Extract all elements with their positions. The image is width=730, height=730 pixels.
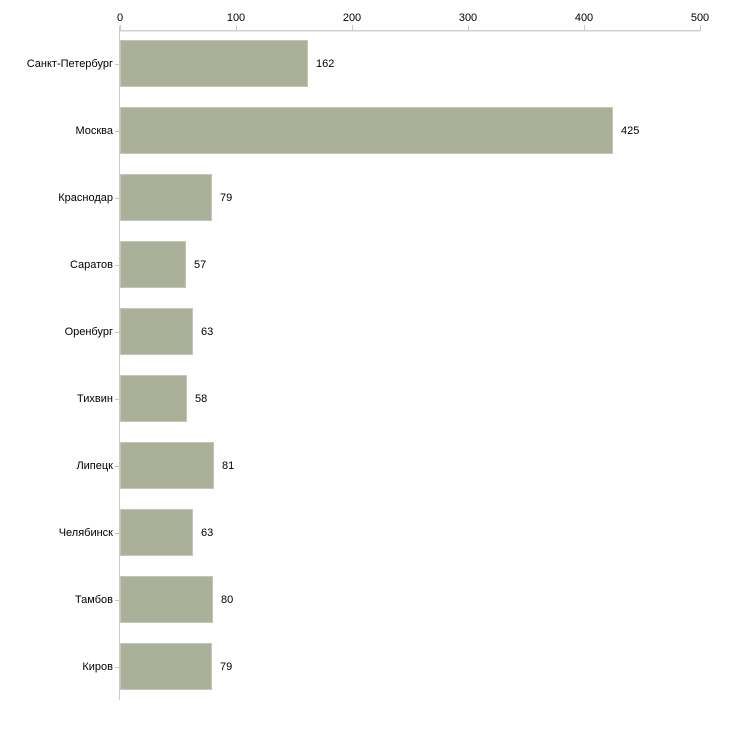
y-tick-mark <box>115 131 120 132</box>
bar <box>120 375 187 422</box>
y-tick-mark <box>115 198 120 199</box>
y-tick-mark <box>115 667 120 668</box>
bar-value-label: 80 <box>221 593 234 606</box>
x-tick-label: 100 <box>226 12 246 24</box>
bar <box>120 509 193 556</box>
x-tick-label: 300 <box>458 12 478 24</box>
category-label: Санкт-Петербург <box>26 57 113 70</box>
category-label: Челябинск <box>58 526 113 539</box>
category-label: Тамбов <box>74 593 113 606</box>
category-label: Липецк <box>76 459 113 472</box>
y-axis-line <box>119 26 120 700</box>
category-label: Киров <box>82 660 113 673</box>
x-tick-mark <box>352 25 353 31</box>
category-label: Москва <box>75 124 113 137</box>
bar <box>120 40 308 87</box>
y-tick-mark <box>115 600 120 601</box>
bar-value-label: 79 <box>220 191 233 204</box>
bar <box>120 308 193 355</box>
bar-value-label: 79 <box>220 660 233 673</box>
x-tick-mark <box>120 25 121 31</box>
bar-value-label: 57 <box>194 258 207 271</box>
category-label: Краснодар <box>58 191 113 204</box>
x-tick-mark <box>700 25 701 31</box>
bar <box>120 442 214 489</box>
bar-value-label: 162 <box>316 57 335 70</box>
category-label: Саратов <box>69 258 113 271</box>
bar <box>120 174 212 221</box>
y-tick-mark <box>115 265 120 266</box>
x-tick-label: 400 <box>574 12 594 24</box>
bar-value-label: 63 <box>201 526 214 539</box>
bar-value-label: 63 <box>201 325 214 338</box>
x-tick-mark <box>584 25 585 31</box>
x-tick-label: 500 <box>690 12 710 24</box>
x-tick-label: 0 <box>116 12 124 24</box>
y-tick-mark <box>115 332 120 333</box>
x-tick-label: 200 <box>342 12 362 24</box>
category-label: Оренбург <box>64 325 113 338</box>
bar <box>120 576 213 623</box>
bar <box>120 107 613 154</box>
y-tick-mark <box>115 399 120 400</box>
bar <box>120 241 186 288</box>
bar-value-label: 81 <box>222 459 235 472</box>
y-tick-mark <box>115 466 120 467</box>
y-tick-mark <box>115 533 120 534</box>
x-axis-line <box>120 30 701 32</box>
x-tick-mark <box>236 25 237 31</box>
bar-value-label: 58 <box>195 392 208 405</box>
category-label: Тихвин <box>77 392 113 405</box>
x-tick-mark <box>468 25 469 31</box>
y-tick-mark <box>115 64 120 65</box>
bar-value-label: 425 <box>621 124 640 137</box>
bar <box>120 643 212 690</box>
